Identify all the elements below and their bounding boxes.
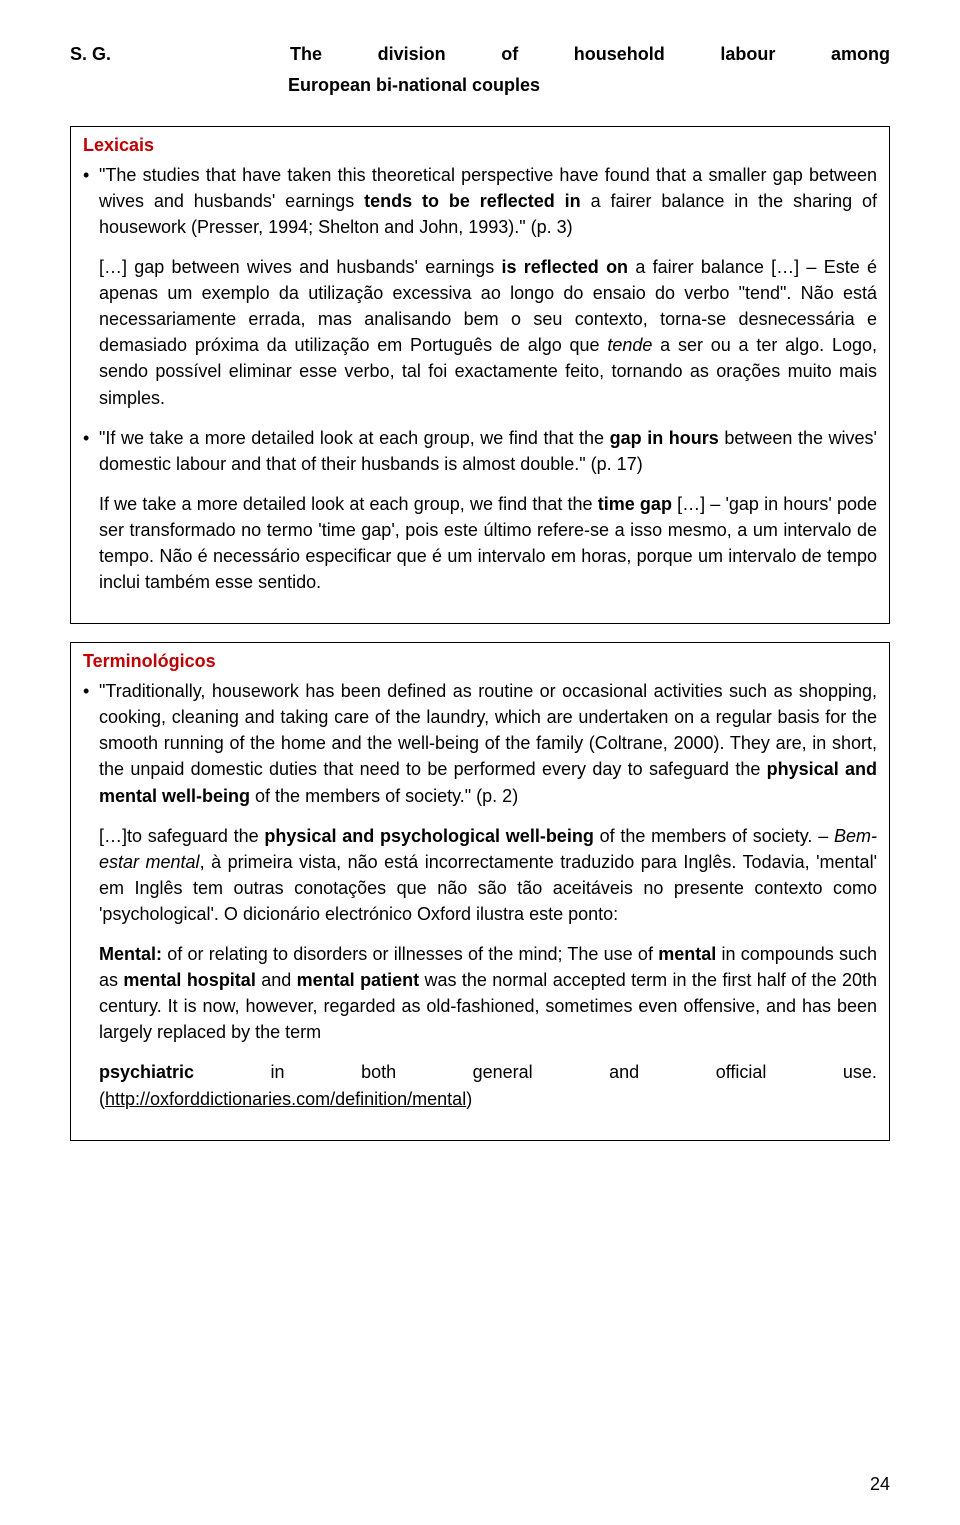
word: in <box>271 1059 285 1085</box>
quote-text: "If we take a more detailed look at each… <box>99 428 610 448</box>
mental-definition: Mental: of or relating to disorders or i… <box>99 941 877 1045</box>
def-text: of or relating to disorders or illnesses… <box>162 944 658 964</box>
lexicais-box: Lexicais "The studies that have taken th… <box>70 126 890 624</box>
def-bold: mental hospital <box>123 970 255 990</box>
quote-bold: tends to be reflected in <box>364 191 581 211</box>
lexicais-item-2: "If we take a more detailed look at each… <box>83 425 877 596</box>
expl-italic: tende <box>607 335 652 355</box>
lexicais-title: Lexicais <box>83 135 877 156</box>
page-number: 24 <box>870 1474 890 1495</box>
lexicais-item-1: "The studies that have taken this theore… <box>83 162 877 411</box>
title-line-1: The division of household labour among <box>290 40 890 69</box>
terminologicos-box: Terminológicos "Traditionally, housework… <box>70 642 890 1140</box>
def-bold: Mental: <box>99 944 162 964</box>
explanation-para: […]to safeguard the physical and psychol… <box>99 823 877 927</box>
word: official <box>716 1059 767 1085</box>
expl-text: […]to safeguard the <box>99 826 264 846</box>
word: and <box>609 1059 639 1085</box>
terminologicos-item-1: "Traditionally, housework has been defin… <box>83 678 877 1111</box>
expl-bold: is reflected on <box>502 257 629 277</box>
def-text: and <box>256 970 297 990</box>
quote-text: of the members of society." (p. 2) <box>250 786 518 806</box>
word: general <box>473 1059 533 1085</box>
def-bold: mental patient <box>297 970 419 990</box>
expl-text: , à primeira vista, não está incorrectam… <box>99 852 877 924</box>
explanation-para: […] gap between wives and husbands' earn… <box>99 254 877 411</box>
quote-text: "Traditionally, housework has been defin… <box>99 681 877 779</box>
header-row: S. G. The division of household labour a… <box>70 40 890 69</box>
psychiatric-word: psychiatric <box>99 1059 194 1085</box>
author-initials: S. G. <box>70 40 111 69</box>
url-text[interactable]: http://oxforddictionaries.com/definition… <box>105 1089 466 1109</box>
lexicais-list: "The studies that have taken this theore… <box>83 162 877 595</box>
expl-bold: time gap <box>598 494 672 514</box>
expl-bold: physical and psychological well-being <box>264 826 593 846</box>
mental-last-line: psychiatric in both general and official… <box>99 1059 877 1085</box>
quote-bold: gap in hours <box>610 428 719 448</box>
explanation-para: If we take a more detailed look at each … <box>99 491 877 595</box>
word: both <box>361 1059 396 1085</box>
document-page: S. G. The division of household labour a… <box>0 0 960 1525</box>
terminologicos-title: Terminológicos <box>83 651 877 672</box>
expl-text: If we take a more detailed look at each … <box>99 494 598 514</box>
terminologicos-list: "Traditionally, housework has been defin… <box>83 678 877 1111</box>
expl-text: of the members of society. – <box>594 826 834 846</box>
expl-text: […] gap between wives and husbands' earn… <box>99 257 502 277</box>
mental-url: (http://oxforddictionaries.com/definitio… <box>99 1086 877 1112</box>
def-bold: mental <box>658 944 716 964</box>
title-line-2: European bi-national couples <box>288 75 890 96</box>
word: use. <box>843 1059 877 1085</box>
